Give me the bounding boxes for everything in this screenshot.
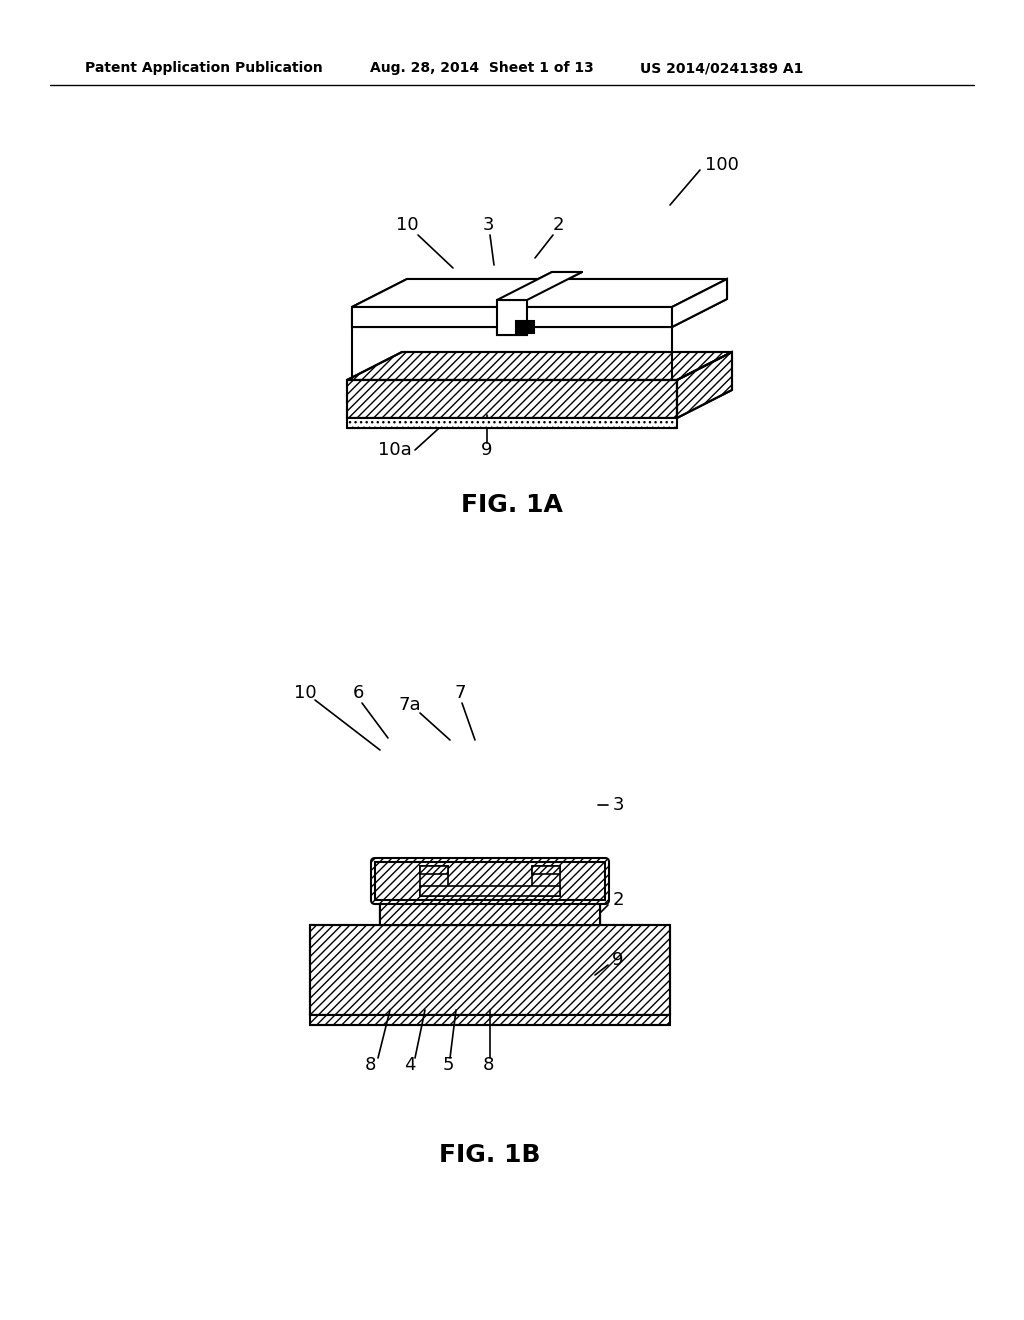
Bar (420, 886, 560, 896)
Bar (347, 418, 677, 428)
Text: 4: 4 (404, 1056, 416, 1074)
Text: 8: 8 (365, 1056, 376, 1074)
Text: 10: 10 (294, 684, 316, 702)
Text: 6: 6 (352, 684, 364, 702)
Text: FIG. 1B: FIG. 1B (439, 1143, 541, 1167)
Text: 9: 9 (481, 441, 493, 459)
Text: 3: 3 (612, 796, 624, 814)
Text: 10a: 10a (378, 441, 412, 459)
Bar (532, 866, 560, 874)
Bar (310, 1015, 670, 1026)
FancyBboxPatch shape (371, 858, 609, 904)
Text: 9: 9 (612, 950, 624, 969)
Text: 10: 10 (395, 216, 419, 234)
Polygon shape (352, 279, 727, 308)
Text: 7a: 7a (398, 696, 421, 714)
Text: 7: 7 (455, 684, 466, 702)
Text: 100: 100 (705, 156, 739, 174)
Bar (497, 300, 527, 335)
Polygon shape (347, 352, 732, 380)
Text: 8: 8 (482, 1056, 494, 1074)
Bar (532, 866, 560, 896)
Bar (420, 866, 449, 896)
Bar (375, 862, 605, 900)
Text: FIG. 1A: FIG. 1A (461, 492, 563, 517)
Text: US 2014/0241389 A1: US 2014/0241389 A1 (640, 61, 804, 75)
Bar (380, 900, 600, 925)
Bar (310, 925, 670, 1015)
Bar (420, 866, 449, 874)
Text: Aug. 28, 2014  Sheet 1 of 13: Aug. 28, 2014 Sheet 1 of 13 (370, 61, 594, 75)
Text: Patent Application Publication: Patent Application Publication (85, 61, 323, 75)
Text: 2: 2 (552, 216, 564, 234)
Text: 3: 3 (482, 216, 494, 234)
Polygon shape (677, 352, 732, 418)
Bar (516, 321, 534, 333)
Polygon shape (497, 272, 582, 300)
Bar (347, 380, 677, 418)
Text: 5: 5 (442, 1056, 454, 1074)
Bar (352, 308, 672, 327)
Polygon shape (672, 279, 727, 327)
Text: 2: 2 (612, 891, 624, 909)
